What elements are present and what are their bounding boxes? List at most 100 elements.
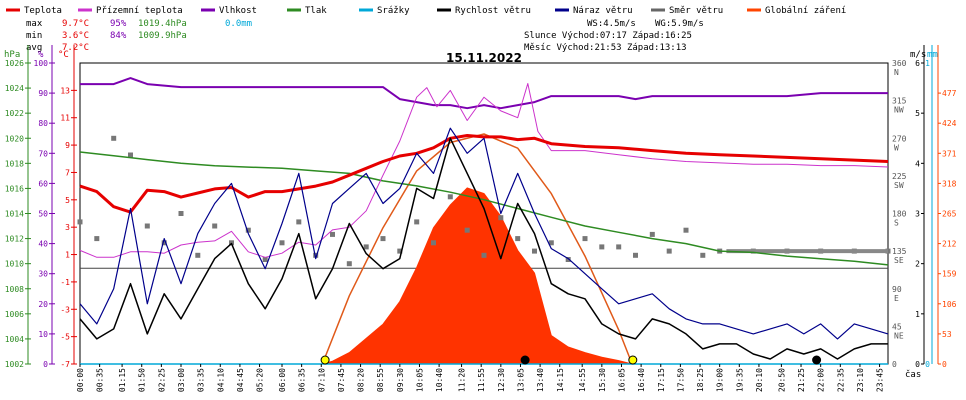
stats-max-label: max — [26, 19, 43, 29]
x-tick-label: 14:55 — [578, 368, 587, 392]
stats-max-hum: 95% — [110, 19, 127, 29]
axis-temperature-unit: °C — [58, 50, 69, 60]
tick-label: 159 — [942, 270, 957, 279]
tick-label: 1018 — [5, 159, 24, 168]
legend-item: Srážky — [359, 6, 410, 16]
wind-dir-point — [649, 231, 655, 237]
axis-pressure-unit: hPa — [4, 50, 20, 60]
x-tick-label: 19:35 — [735, 368, 744, 392]
tick-label: 1006 — [5, 310, 24, 319]
tick-label: 1020 — [5, 134, 24, 143]
tick-label: 30 — [38, 270, 48, 279]
wind-dir-point — [397, 248, 403, 254]
tick-label: 0 — [942, 360, 947, 369]
series-vlhkost — [80, 77, 888, 110]
tick-label: 50 — [38, 210, 48, 219]
tick-label: 1 — [65, 251, 70, 260]
wind-dir-point — [245, 227, 251, 233]
axis-temperature — [71, 45, 77, 365]
tick-label: 80 — [38, 119, 48, 128]
wind-dir-point — [178, 211, 184, 216]
tick-label: 7 — [65, 168, 70, 177]
stats-min-temp: 3.6°C — [62, 31, 89, 41]
tick-label: 1022 — [5, 109, 24, 118]
tick-label: -1 — [60, 278, 70, 287]
x-axis-label: čas — [905, 369, 921, 380]
tick-label: 1026 — [5, 59, 24, 68]
tick-label: 225 — [892, 172, 907, 181]
wind-dir-point — [582, 236, 588, 242]
tick-label: 1012 — [5, 235, 24, 244]
event-marker — [320, 355, 330, 365]
x-tick-label: 17:50 — [676, 368, 685, 392]
tick-label: 90 — [892, 285, 902, 294]
axes-layer: hPa1026102410221020101810161014101210101… — [4, 45, 957, 392]
wind-dir-point — [666, 248, 672, 254]
x-tick-label: 13:40 — [536, 368, 545, 392]
dir-label: N — [894, 68, 899, 77]
x-tick-label: 00:35 — [96, 368, 105, 392]
wind-dir-point — [431, 240, 436, 246]
x-tick-label: 15:30 — [598, 368, 607, 392]
x-tick-label: 13:05 — [517, 368, 526, 392]
wind-dir-point — [464, 227, 470, 233]
legend-label: Náraz větru — [573, 6, 633, 16]
dir-label: NE — [894, 331, 904, 340]
legend-label: Vlhkost — [219, 6, 257, 16]
wind-dir-point — [683, 227, 689, 233]
x-tick-label: 17:15 — [657, 368, 666, 392]
stats-block: max 9.7°C 95% 1019.4hPa 0.0mm min 3.6°C … — [26, 19, 252, 53]
x-tick-label: 18:25 — [696, 368, 705, 392]
series-teoreticke-zareni — [321, 133, 633, 365]
wind-dir-point — [313, 252, 319, 258]
wind-dir-point — [262, 257, 268, 262]
stats-min-label: min — [26, 31, 42, 41]
tick-label: 1014 — [5, 210, 24, 219]
x-tick-label: 01:50 — [138, 368, 147, 392]
wind-dir-point — [363, 244, 369, 250]
wind-dir-point — [380, 236, 386, 242]
x-tick-label: 04:45 — [236, 368, 245, 392]
tick-label: 106 — [942, 300, 957, 309]
event-marker — [520, 355, 530, 365]
wind-dir-point — [515, 236, 521, 242]
tick-label: 9 — [65, 141, 70, 150]
wind-dir-point — [111, 135, 117, 141]
wind-dir-point — [229, 240, 234, 246]
tick-label: 1024 — [5, 84, 24, 93]
x-tick-label: 11:55 — [477, 368, 486, 392]
series-prizemni-teplota — [79, 83, 889, 258]
x-tick-label: 10:05 — [416, 368, 425, 392]
tick-label: 70 — [38, 149, 48, 158]
tick-label: 0 — [892, 360, 897, 369]
axis-humidity — [49, 45, 55, 365]
wind-dir-point — [212, 223, 218, 229]
x-tick-label: 02:25 — [157, 368, 166, 392]
x-tick-label: 07:45 — [337, 368, 346, 392]
tick-label: 318 — [942, 179, 957, 188]
tick-label: 1016 — [5, 184, 24, 193]
legend-label: Tlak — [305, 6, 327, 16]
wind-dir-point — [633, 252, 638, 258]
wind-dir-point — [700, 252, 706, 258]
wind-dir-point — [565, 257, 571, 262]
event-marker — [812, 355, 822, 365]
tick-label: 424 — [942, 119, 957, 128]
tick-label: 1008 — [5, 285, 24, 294]
event-marker — [628, 355, 638, 365]
tick-label: 315 — [892, 97, 907, 106]
stats-avg-label: avg — [26, 43, 42, 53]
legend: Teplota Přízemní teplota Vlhkost Tlak Srážky… — [6, 6, 846, 16]
x-tick-label: 04:10 — [216, 368, 225, 392]
wind-dir-point — [128, 152, 133, 158]
legend-label: Globální záření — [765, 6, 846, 16]
info-block: WS:4.5m/s WG:5.9m/s Slunce Východ:07:17 … — [524, 19, 704, 53]
x-tick-label: 08:55 — [376, 368, 385, 392]
x-tick-label: 20:10 — [755, 368, 764, 392]
wind-dir-point — [77, 219, 83, 225]
tick-label: 1 — [915, 310, 920, 319]
dir-label: E — [894, 294, 899, 303]
tick-label: 5 — [915, 109, 920, 118]
series-globalni-zareni — [80, 187, 888, 365]
